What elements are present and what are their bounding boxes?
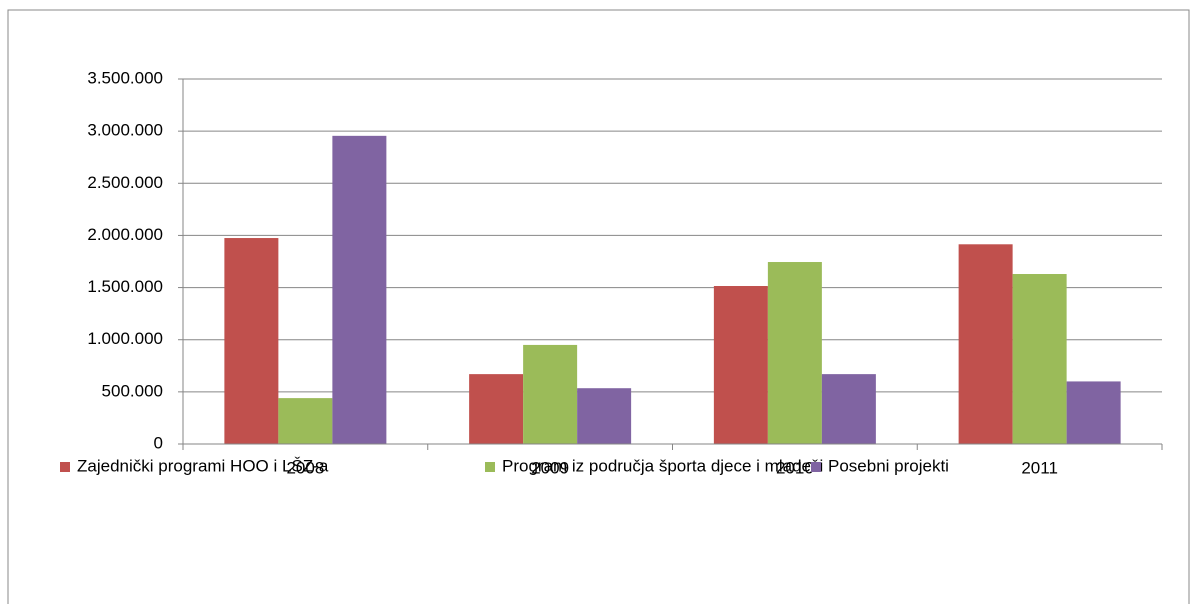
bar	[469, 374, 524, 444]
y-tick-label: 1.500.000	[87, 277, 163, 296]
bar	[1012, 274, 1067, 444]
bar	[577, 388, 632, 444]
legend-swatch	[60, 462, 70, 472]
bar	[713, 286, 768, 444]
x-tick-label: 2011	[1021, 458, 1058, 477]
legend-label: Posebni projekti	[828, 456, 949, 475]
x-tick-label: 2008	[286, 458, 324, 477]
y-tick-label: 3.500.000	[87, 68, 163, 87]
y-tick-label: 2.500.000	[87, 173, 163, 192]
bar	[821, 374, 876, 444]
bar	[958, 244, 1013, 444]
x-tick-label: 2009	[531, 458, 569, 477]
legend-swatch	[485, 462, 495, 472]
bar	[332, 135, 387, 445]
bar	[767, 262, 822, 444]
legend-swatch	[811, 462, 821, 472]
bar	[1066, 381, 1121, 444]
y-tick-label: 0	[154, 433, 163, 452]
bar	[278, 398, 333, 444]
y-tick-label: 500.000	[102, 381, 163, 400]
legend-label: Zajednički programi HOO i LŠZ-a	[77, 456, 329, 475]
legend-label: Program iz područja športa djece i mlade…	[502, 456, 823, 475]
y-tick-label: 3.000.000	[87, 121, 163, 140]
x-tick-label: 2010	[776, 458, 814, 477]
bar	[224, 238, 279, 444]
bar	[523, 344, 578, 444]
y-tick-label: 1.000.000	[87, 329, 163, 348]
y-tick-label: 2.000.000	[87, 225, 163, 244]
